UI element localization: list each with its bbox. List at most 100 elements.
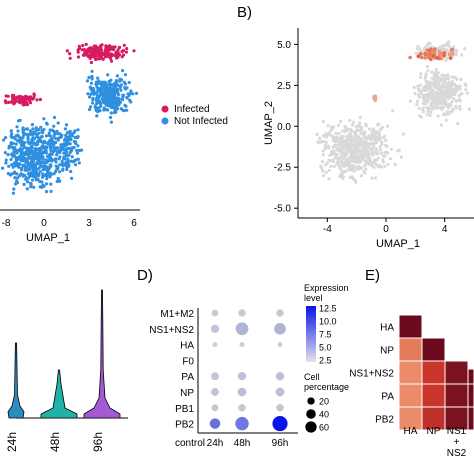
panel-b-cell-point bbox=[426, 64, 430, 69]
panel-a-cell-point bbox=[115, 74, 119, 78]
panel-b-cell-point bbox=[316, 141, 320, 145]
panel-a-cell-point bbox=[116, 107, 120, 111]
panel-a-cell-point bbox=[98, 109, 102, 113]
panel-d-gene-label: NP bbox=[180, 388, 194, 399]
panel-b-cell-point bbox=[434, 97, 438, 101]
panel-a-cell-point bbox=[4, 136, 8, 140]
size-legend-dot bbox=[305, 421, 317, 433]
panel-a-cell-point bbox=[109, 120, 113, 124]
panel-a-cell-point bbox=[30, 163, 34, 167]
panel-b-cell-point bbox=[454, 99, 458, 103]
panel-a-cell-point bbox=[40, 180, 44, 184]
panel-a-cell-point bbox=[115, 87, 120, 91]
panel-a-cell-point bbox=[27, 171, 31, 175]
panel-a-cell-point bbox=[32, 137, 36, 141]
panel-a-cell-point bbox=[116, 83, 120, 87]
panel-a-cell-point bbox=[90, 69, 94, 73]
panel-b-cell-point bbox=[423, 45, 427, 50]
panel-b-cell-point bbox=[415, 102, 419, 107]
panel-b-cell-point bbox=[348, 132, 352, 136]
panel-a-cell-point bbox=[73, 135, 77, 139]
panel-a-cell-point bbox=[20, 152, 24, 156]
size-legend-title: Cell bbox=[304, 372, 320, 382]
panel-b-cell-point bbox=[338, 175, 342, 179]
panel-b-cell-point bbox=[438, 84, 442, 88]
panel-c-x-tick: 96h bbox=[91, 432, 105, 452]
panel-b-label: B) bbox=[237, 4, 252, 21]
size-legend: 20 40 60 bbox=[305, 397, 329, 433]
panel-b-cell-point bbox=[350, 159, 354, 163]
panel-a-cell-point bbox=[106, 73, 110, 77]
panel-b-cell-point bbox=[344, 161, 348, 165]
panel-b-cell-point bbox=[355, 160, 359, 165]
panel-b-cell-point bbox=[373, 137, 377, 141]
panel-b-x-label: UMAP_1 bbox=[376, 238, 420, 250]
panel-a-cell-point bbox=[113, 90, 117, 94]
panel-b-cell-point bbox=[443, 80, 447, 84]
panel-b-cell-point bbox=[378, 164, 382, 168]
panel-b-cell-point bbox=[379, 151, 383, 155]
panel-a-cell-point bbox=[44, 158, 48, 162]
panel-d-dot bbox=[275, 372, 285, 381]
panel-a-cell-point bbox=[30, 144, 34, 148]
panel-b-cell-point bbox=[342, 151, 346, 155]
panel-b-cell-point bbox=[347, 158, 351, 162]
panel-b-cell-point bbox=[421, 86, 425, 90]
panel-a-cell-point bbox=[32, 185, 36, 189]
panel-e-cell bbox=[467, 368, 474, 385]
panel-b-cell-point bbox=[454, 106, 458, 110]
panel-a-cell-point bbox=[22, 128, 26, 132]
panel-b-cell-point bbox=[421, 95, 425, 99]
panel-a-cell-point bbox=[95, 91, 99, 95]
panel-e-cell bbox=[467, 383, 474, 408]
panel-a-cell-point bbox=[9, 100, 13, 104]
panel-b-cell-point bbox=[351, 120, 355, 125]
panel-b-expressing-point bbox=[432, 47, 437, 52]
panel-b-cell-point bbox=[380, 142, 384, 146]
panel-b-cell-point bbox=[326, 133, 330, 137]
panel-a-cell-point bbox=[96, 76, 100, 80]
panel-b-cell-point bbox=[453, 83, 457, 87]
panel-a-cell-point bbox=[39, 160, 43, 164]
panel-b-cell-point bbox=[425, 96, 429, 100]
panel-b-cell-point bbox=[456, 122, 460, 126]
panel-b-cell-point bbox=[457, 104, 462, 108]
panel-b-cell-point bbox=[324, 140, 328, 144]
panel-d-gene-label: F0 bbox=[182, 356, 194, 367]
panel-b-cell-point bbox=[418, 114, 422, 118]
panel-a-cell-point bbox=[128, 92, 132, 96]
panel-a-cell-point bbox=[1, 138, 6, 142]
panel-a-cell-point bbox=[34, 126, 38, 130]
panel-a-cell-point bbox=[64, 135, 68, 139]
panel-b-cell-point bbox=[393, 162, 397, 167]
expression-legend-tick: 5.0 bbox=[319, 343, 332, 353]
panel-a-cell-point bbox=[84, 42, 88, 47]
panel-a-cell-point bbox=[99, 54, 103, 58]
panel-b-cell-point bbox=[432, 83, 436, 87]
panel-a-cell-point bbox=[10, 172, 14, 176]
panel-a-cell-point bbox=[42, 117, 46, 121]
panel-a-cell-point bbox=[76, 128, 80, 132]
panel-b-y-label: UMAP_2 bbox=[263, 101, 275, 145]
panel-b-cell-point bbox=[354, 145, 358, 149]
panel-b-cell-point bbox=[335, 135, 339, 139]
panel-a-x-tick: 0 bbox=[41, 218, 47, 229]
panel-b-cell-point bbox=[396, 149, 400, 153]
panel-a-cell-point bbox=[119, 78, 123, 82]
panel-a-cell-point bbox=[94, 44, 98, 48]
panel-a-cell-point bbox=[23, 102, 27, 106]
panel-a-cell-point bbox=[104, 53, 108, 58]
panel-b-cell-point bbox=[401, 132, 405, 136]
panel-b-cell-point bbox=[375, 151, 379, 155]
panel-b-cell-point bbox=[446, 96, 450, 100]
panel-b-cell-point bbox=[437, 46, 442, 50]
panel-a-cell-point bbox=[12, 171, 16, 175]
panel-d-label: D) bbox=[137, 267, 153, 284]
panel-a-cell-point bbox=[10, 163, 14, 167]
panel-a-cell-point bbox=[65, 131, 69, 135]
panel-b-cell-point bbox=[321, 149, 325, 153]
panel-b-cell-point bbox=[458, 107, 462, 111]
panel-d-dotplot: D) M1+M2 NS1+NS2 HA F0 PA NP PB1 PB2 control 24h… bbox=[137, 267, 349, 449]
panel-a-cell-point bbox=[19, 172, 23, 176]
panel-b-cell-point bbox=[423, 74, 428, 79]
